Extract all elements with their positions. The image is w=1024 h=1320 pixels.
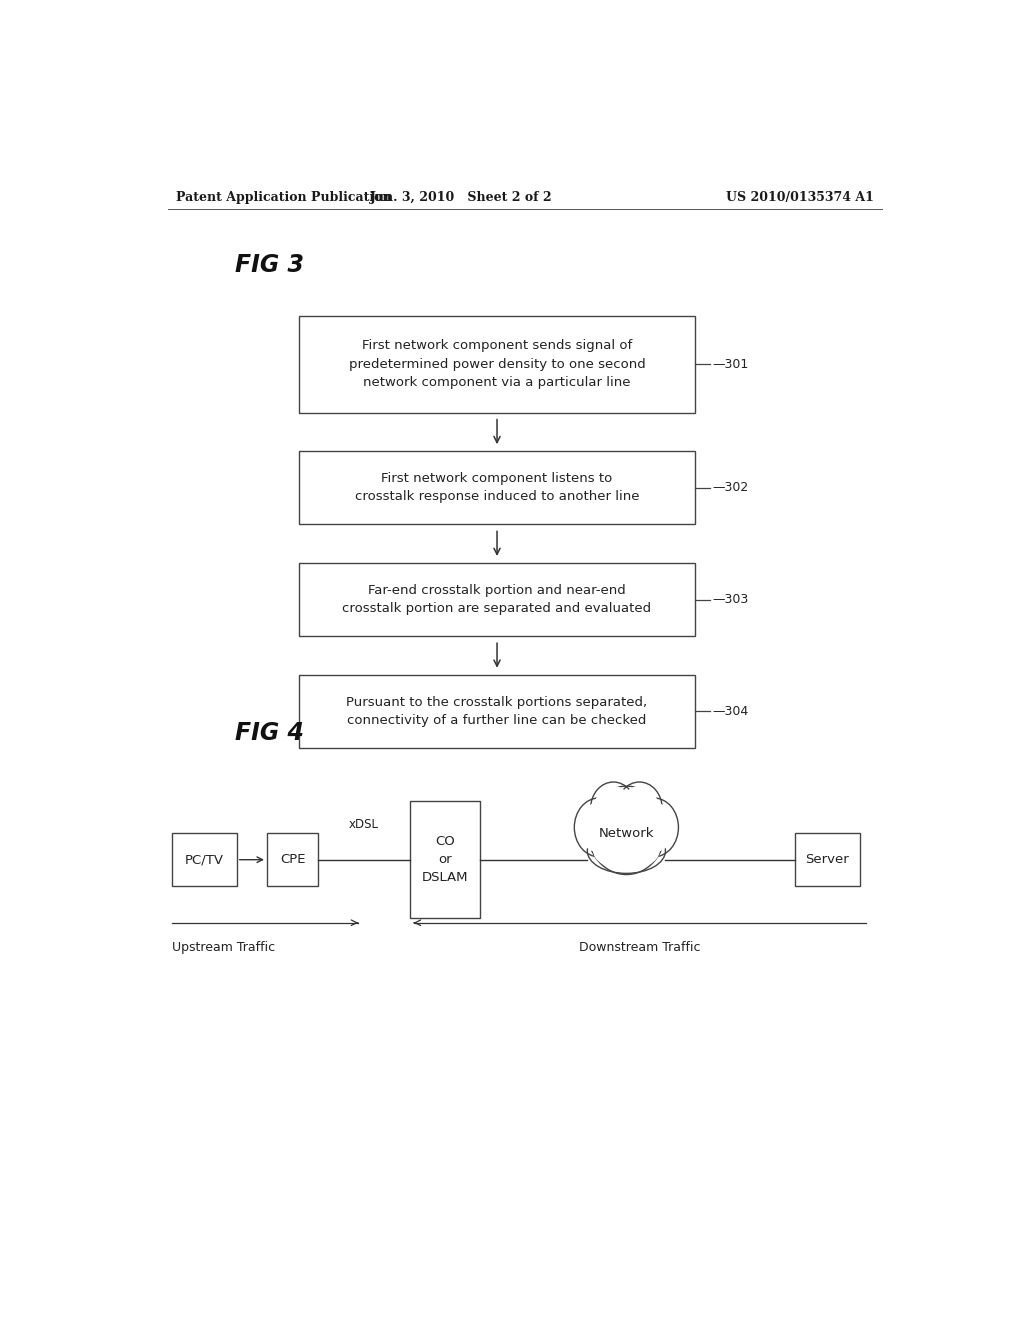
Text: Pursuant to the crosstalk portions separated,
connectivity of a further line can: Pursuant to the crosstalk portions separ… xyxy=(346,696,647,727)
Ellipse shape xyxy=(591,781,636,836)
Text: First network component listens to
crosstalk response induced to another line: First network component listens to cross… xyxy=(354,473,639,503)
Text: Jun. 3, 2010   Sheet 2 of 2: Jun. 3, 2010 Sheet 2 of 2 xyxy=(370,190,553,203)
Text: —304: —304 xyxy=(712,705,749,718)
Text: First network component sends signal of
predetermined power density to one secon: First network component sends signal of … xyxy=(348,339,645,389)
FancyBboxPatch shape xyxy=(267,833,318,886)
Ellipse shape xyxy=(588,787,666,875)
Ellipse shape xyxy=(594,785,633,832)
FancyBboxPatch shape xyxy=(299,675,695,748)
Ellipse shape xyxy=(578,803,621,853)
Text: Network: Network xyxy=(599,826,654,840)
Text: CPE: CPE xyxy=(280,853,305,866)
Text: PC/TV: PC/TV xyxy=(184,853,223,866)
Text: Server: Server xyxy=(805,853,849,866)
Ellipse shape xyxy=(633,803,675,853)
FancyBboxPatch shape xyxy=(172,833,237,886)
Ellipse shape xyxy=(593,793,659,869)
Text: Far-end crosstalk portion and near-end
crosstalk portion are separated and evalu: Far-end crosstalk portion and near-end c… xyxy=(342,583,651,615)
FancyBboxPatch shape xyxy=(299,315,695,412)
Ellipse shape xyxy=(593,832,659,870)
Text: US 2010/0135374 A1: US 2010/0135374 A1 xyxy=(726,190,873,203)
Text: FIG 3: FIG 3 xyxy=(236,253,304,277)
Text: Downstream Traffic: Downstream Traffic xyxy=(580,941,700,954)
FancyBboxPatch shape xyxy=(299,451,695,524)
Text: —301: —301 xyxy=(712,358,749,371)
FancyBboxPatch shape xyxy=(299,562,695,636)
Ellipse shape xyxy=(621,785,658,832)
Text: Upstream Traffic: Upstream Traffic xyxy=(172,941,274,954)
Ellipse shape xyxy=(629,797,679,857)
Text: Patent Application Publication: Patent Application Publication xyxy=(176,190,391,203)
Ellipse shape xyxy=(574,797,624,857)
Text: —303: —303 xyxy=(712,593,749,606)
Text: xDSL: xDSL xyxy=(349,817,379,830)
Text: FIG 4: FIG 4 xyxy=(236,721,304,744)
FancyBboxPatch shape xyxy=(410,801,479,919)
FancyBboxPatch shape xyxy=(795,833,860,886)
Text: —302: —302 xyxy=(712,482,749,494)
Ellipse shape xyxy=(616,781,663,836)
Ellipse shape xyxy=(588,829,666,874)
Text: CO
or
DSLAM: CO or DSLAM xyxy=(422,836,468,884)
